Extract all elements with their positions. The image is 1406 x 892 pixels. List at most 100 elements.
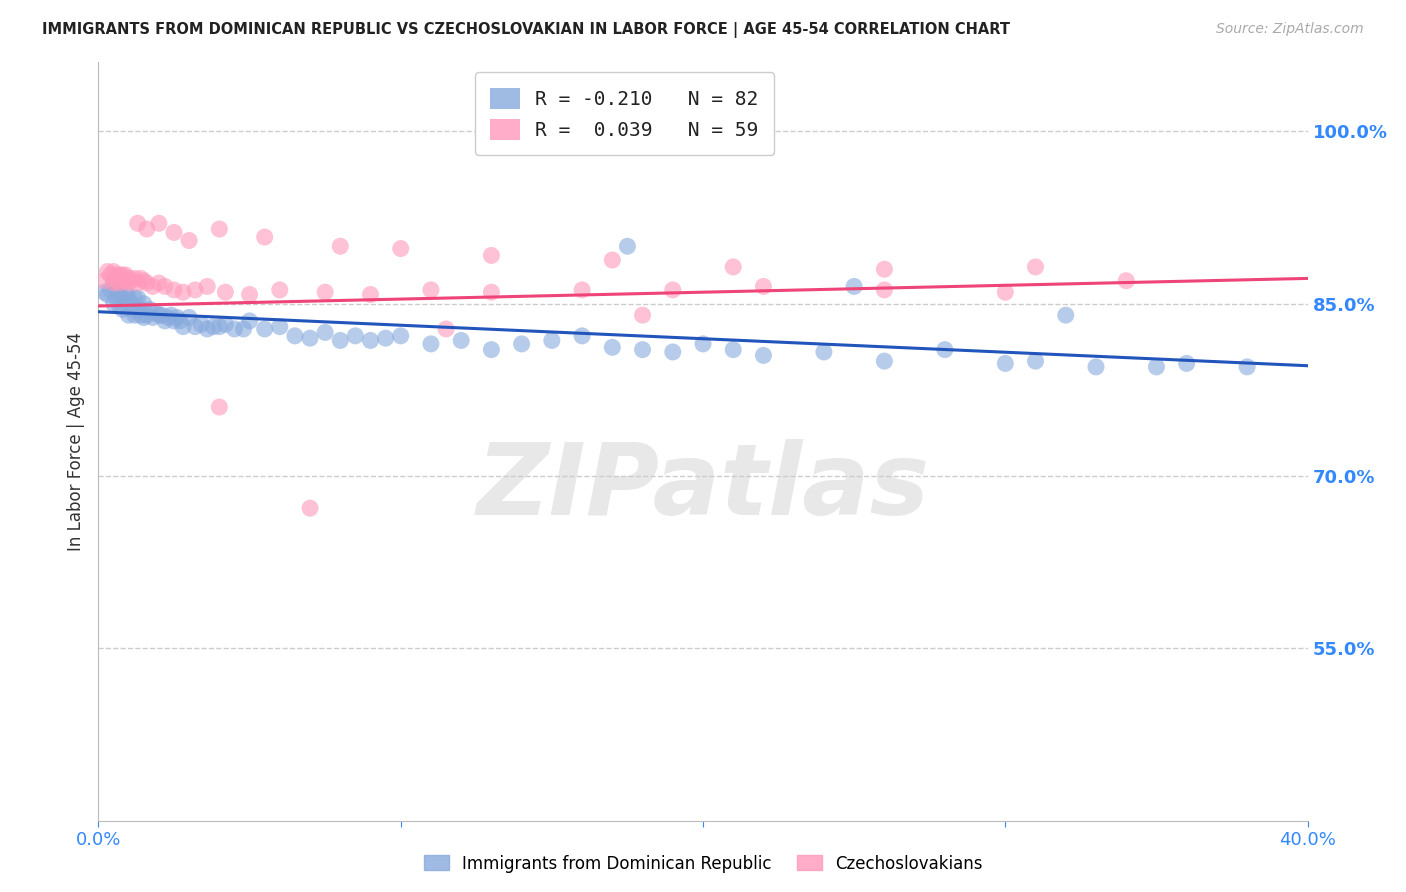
Point	[127, 276, 149, 290]
Point	[661, 283, 683, 297]
Point	[360, 334, 382, 348]
Point	[114, 268, 136, 282]
Point	[124, 271, 146, 285]
Point	[389, 242, 412, 256]
Point	[434, 322, 457, 336]
Point	[103, 296, 125, 310]
Point	[114, 274, 136, 288]
Point	[142, 310, 165, 325]
Point	[752, 348, 775, 362]
Point	[232, 322, 254, 336]
Point	[195, 322, 218, 336]
Point	[150, 308, 173, 322]
Point	[108, 285, 131, 300]
Point	[692, 337, 714, 351]
Point	[153, 314, 176, 328]
Point	[163, 226, 186, 240]
Point	[153, 279, 176, 293]
Point	[329, 334, 352, 348]
Point	[129, 308, 152, 322]
Point	[93, 285, 115, 300]
Point	[374, 331, 396, 345]
Point	[160, 308, 183, 322]
Point	[389, 329, 412, 343]
Point	[118, 291, 141, 305]
Legend: R = -0.210   N = 82, R =  0.039   N = 59: R = -0.210 N = 82, R = 0.039 N = 59	[475, 72, 773, 155]
Point	[214, 318, 236, 332]
Point	[1175, 356, 1198, 370]
Point	[602, 340, 624, 354]
Point	[172, 285, 194, 300]
Point	[329, 239, 352, 253]
Point	[118, 308, 141, 322]
Point	[540, 334, 562, 348]
Point	[239, 314, 262, 328]
Point	[121, 274, 143, 288]
Point	[139, 302, 162, 317]
Point	[344, 329, 367, 343]
Point	[994, 285, 1017, 300]
Point	[179, 234, 201, 248]
Point	[121, 296, 143, 310]
Point	[1085, 359, 1108, 374]
Point	[100, 283, 122, 297]
Point	[934, 343, 956, 357]
Point	[148, 276, 170, 290]
Point	[360, 287, 382, 301]
Point	[195, 279, 218, 293]
Point	[129, 302, 152, 317]
Point	[873, 283, 896, 297]
Point	[253, 322, 276, 336]
Point	[96, 287, 118, 301]
Point	[208, 319, 231, 334]
Point	[111, 268, 134, 282]
Point	[752, 279, 775, 293]
Point	[224, 322, 246, 336]
Point	[631, 308, 654, 322]
Point	[813, 345, 835, 359]
Point	[661, 345, 683, 359]
Point	[108, 268, 131, 282]
Point	[179, 310, 201, 325]
Point	[269, 319, 291, 334]
Point	[723, 260, 745, 274]
Point	[723, 343, 745, 357]
Point	[208, 222, 231, 236]
Point	[602, 253, 624, 268]
Point	[510, 337, 533, 351]
Point	[214, 285, 236, 300]
Point	[163, 283, 186, 297]
Point	[1024, 260, 1046, 274]
Point	[111, 302, 134, 317]
Point	[420, 283, 443, 297]
Point	[111, 291, 134, 305]
Point	[132, 274, 155, 288]
Point	[96, 264, 118, 278]
Point	[100, 268, 122, 282]
Point	[103, 276, 125, 290]
Point	[184, 319, 207, 334]
Point	[994, 356, 1017, 370]
Point	[114, 296, 136, 310]
Point	[132, 296, 155, 310]
Point	[172, 319, 194, 334]
Point	[314, 326, 336, 340]
Point	[571, 283, 593, 297]
Point	[148, 216, 170, 230]
Point	[163, 314, 186, 328]
Point	[111, 274, 134, 288]
Point	[169, 314, 191, 328]
Point	[135, 222, 157, 236]
Point	[190, 318, 212, 332]
Point	[299, 501, 322, 516]
Point	[135, 308, 157, 322]
Point	[93, 274, 115, 288]
Point	[127, 302, 149, 317]
Point	[148, 308, 170, 322]
Point	[184, 283, 207, 297]
Point	[145, 306, 167, 320]
Legend: Immigrants from Dominican Republic, Czechoslovakians: Immigrants from Dominican Republic, Czec…	[418, 848, 988, 880]
Point	[571, 329, 593, 343]
Text: Source: ZipAtlas.com: Source: ZipAtlas.com	[1216, 22, 1364, 37]
Point	[481, 285, 503, 300]
